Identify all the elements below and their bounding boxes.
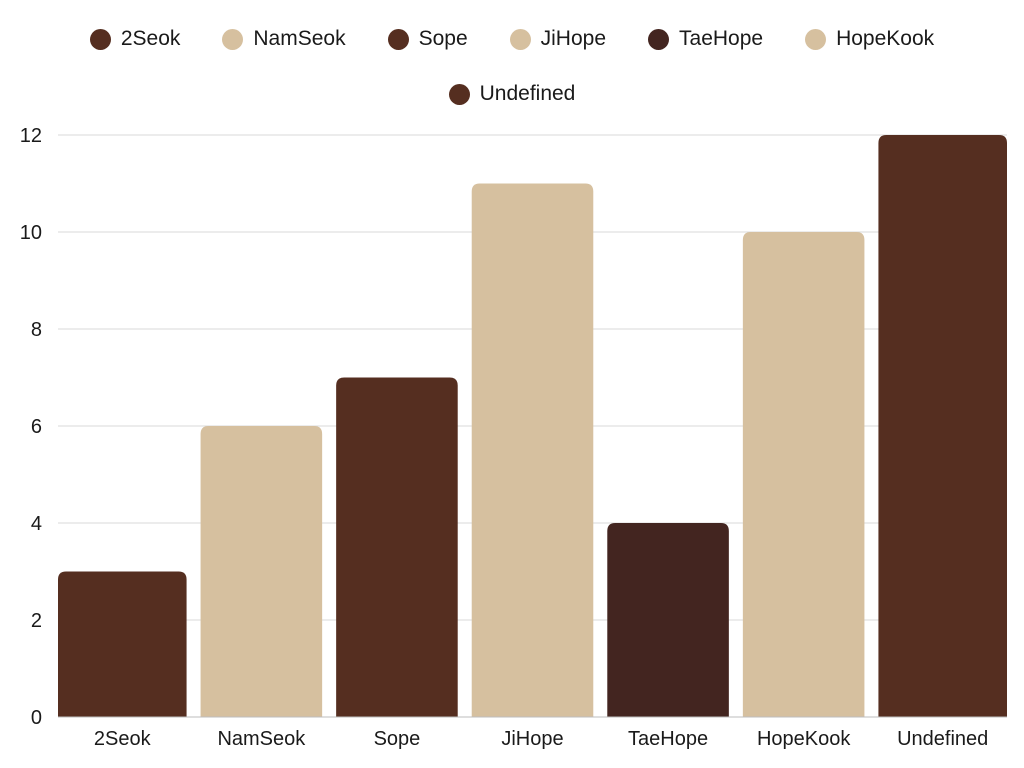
legend-row: Undefined — [0, 73, 1024, 115]
legend-label: NamSeok — [253, 27, 346, 50]
bar-2seok — [58, 571, 187, 717]
legend-label: Sope — [418, 27, 468, 50]
bar-undefined — [878, 135, 1007, 717]
x-tick-label: JiHope — [501, 728, 563, 750]
legend-swatch — [648, 28, 670, 50]
legend-label: 2Seok — [120, 27, 181, 50]
legend-item-jihope: JiHope — [509, 27, 607, 51]
chart-legend: 2Seok NamSeok Sope JiHope TaeHope HopeKo… — [0, 18, 1024, 128]
y-tick-label: 6 — [31, 416, 42, 438]
legend-swatch — [805, 28, 827, 50]
legend-item-namseok: NamSeok — [222, 27, 346, 51]
legend-label: JiHope — [540, 27, 607, 50]
x-tick-label: Undefined — [897, 728, 988, 750]
legend-row: 2Seok NamSeok Sope JiHope TaeHope HopeKo… — [0, 18, 1024, 60]
legend-swatch — [387, 28, 409, 50]
legend-item-taehope: TaeHope — [648, 27, 763, 51]
bar-sope — [336, 377, 458, 717]
legend-swatch — [89, 28, 111, 50]
legend-item-2seok: 2Seok — [89, 27, 181, 51]
y-tick-label: 12 — [20, 125, 42, 147]
y-tick-label: 0 — [31, 707, 42, 729]
legend-label: HopeKook — [836, 27, 935, 50]
x-tick-label: HopeKook — [757, 728, 851, 750]
legend-swatch — [509, 28, 531, 50]
legend-item-undefined: Undefined — [448, 82, 576, 106]
x-tick-label: 2Seok — [94, 728, 152, 750]
chart-bars — [58, 135, 1007, 717]
legend-item-sope: Sope — [387, 27, 468, 51]
y-tick-label: 2 — [31, 610, 42, 632]
bar-jihope — [471, 183, 594, 717]
bar-namseok — [200, 426, 323, 717]
y-tick-label: 4 — [31, 513, 42, 535]
legend-item-hopekook: HopeKook — [805, 27, 934, 51]
bar-taehope — [607, 523, 729, 717]
legend-label: TaeHope — [679, 27, 764, 50]
x-tick-label: TaeHope — [628, 728, 708, 750]
legend-swatch — [448, 83, 470, 105]
y-tick-label: 10 — [20, 222, 42, 244]
bar-hopekook — [742, 232, 865, 717]
x-axis: 2Seok NamSeok Sope JiHope TaeHope HopeKook Und… — [94, 728, 988, 750]
x-tick-label: Sope — [374, 728, 421, 750]
y-axis: 0 2 4 6 8 10 12 — [20, 125, 42, 729]
legend-label: Undefined — [479, 82, 576, 105]
legend-swatch — [222, 28, 244, 50]
x-tick-label: NamSeok — [217, 728, 306, 750]
y-tick-label: 8 — [31, 319, 42, 341]
